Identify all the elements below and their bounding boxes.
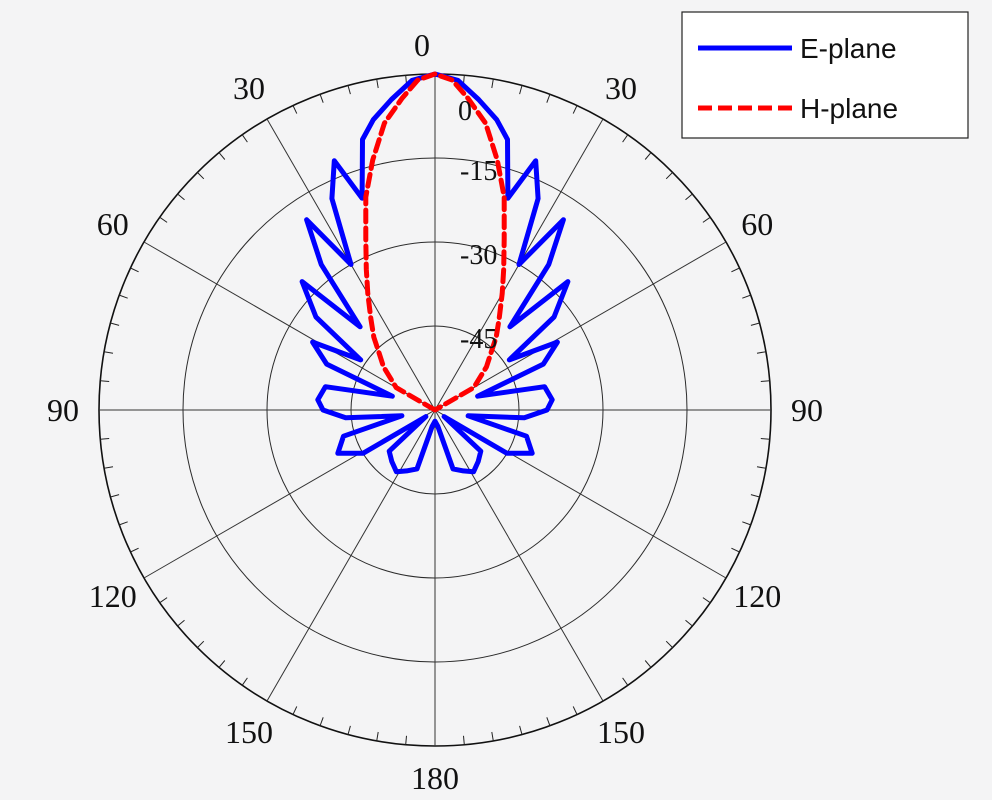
- axis-labels: 0 30 60 90 120 150 180 150 120 90 60 30 0 -15 -30 -45: [47, 27, 823, 796]
- angle-tick: [731, 267, 740, 273]
- angle-tick: [644, 152, 652, 160]
- angle-tick: [110, 494, 120, 498]
- angle-tick: [519, 725, 523, 735]
- angle-tick: [319, 717, 324, 726]
- angle-label-60: 60: [741, 206, 773, 242]
- legend-label-e-plane: E-plane: [800, 33, 897, 64]
- angle-tick: [218, 152, 226, 160]
- legend-label-h-plane: H-plane: [800, 93, 898, 124]
- angle-label--90: 90: [47, 392, 79, 428]
- angle-tick: [218, 660, 226, 668]
- angle-label--60: 60: [97, 206, 129, 242]
- angle-tick: [100, 380, 110, 382]
- angle-tick: [702, 216, 711, 223]
- angle-tick: [622, 677, 629, 686]
- angle-tick: [110, 322, 120, 326]
- angle-tick: [100, 438, 110, 440]
- angle-label-120: 120: [733, 578, 781, 614]
- angle-tick: [685, 619, 693, 627]
- angle-tick: [197, 640, 205, 648]
- angle-tick: [546, 94, 551, 103]
- angle-tick: [742, 294, 751, 299]
- angle-tick: [546, 717, 551, 726]
- angle-tick: [241, 677, 248, 686]
- angle-tick: [177, 619, 185, 627]
- angle-tick: [159, 597, 168, 604]
- angle-label-30: 30: [605, 70, 637, 106]
- angle-tick: [750, 322, 760, 326]
- angle-tick: [159, 216, 168, 223]
- angle-tick: [405, 735, 407, 745]
- angle-label-150: 150: [597, 714, 645, 750]
- radial-label--15: -15: [460, 156, 497, 187]
- series-line-h-plane: [363, 71, 507, 413]
- angle-tick: [702, 597, 711, 604]
- angle-tick: [665, 640, 673, 648]
- angle-tick: [347, 85, 351, 95]
- legend-box: [681, 11, 969, 139]
- angle-label-90: 90: [791, 392, 823, 428]
- angle-label--120: 120: [89, 578, 137, 614]
- angle-tick: [491, 79, 494, 89]
- angle-tick: [491, 731, 494, 741]
- angle-tick: [119, 294, 128, 299]
- angle-label--30: 30: [233, 70, 265, 106]
- angle-tick: [760, 438, 770, 440]
- angle-tick: [760, 380, 770, 382]
- angle-tick: [119, 521, 128, 526]
- angle-tick: [622, 134, 629, 143]
- angle-label--150: 150: [225, 714, 273, 750]
- plot-series: [299, 71, 571, 475]
- angle-tick: [197, 172, 205, 180]
- radial-label-0: 0: [458, 96, 472, 127]
- angle-label-0: 0: [414, 27, 430, 63]
- angle-tick: [376, 79, 379, 89]
- angle-tick: [104, 351, 114, 354]
- angle-tick: [572, 105, 578, 114]
- angle-tick: [731, 547, 740, 553]
- angle-tick: [750, 494, 760, 498]
- angle-tick: [644, 660, 652, 668]
- angle-tick: [130, 267, 139, 273]
- angle-tick: [177, 193, 185, 201]
- angle-tick: [319, 94, 324, 103]
- angle-tick: [742, 521, 751, 526]
- angle-tick: [104, 466, 114, 469]
- angle-tick: [756, 351, 766, 354]
- angle-label-180: 180: [411, 760, 459, 796]
- radial-label--30: -30: [460, 240, 497, 271]
- angle-tick: [130, 547, 139, 553]
- angle-tick: [292, 706, 298, 715]
- radial-label--45: -45: [460, 324, 497, 355]
- angle-tick: [347, 725, 351, 735]
- angle-tick: [685, 193, 693, 201]
- angle-tick: [665, 172, 673, 180]
- legend: E-plane H-plane: [681, 11, 969, 139]
- angle-tick: [292, 105, 298, 114]
- angle-tick: [519, 85, 523, 95]
- angle-tick: [376, 731, 379, 741]
- angle-tick: [756, 466, 766, 469]
- angle-tick: [572, 706, 578, 715]
- angle-tick: [241, 134, 248, 143]
- angle-tick: [463, 735, 465, 745]
